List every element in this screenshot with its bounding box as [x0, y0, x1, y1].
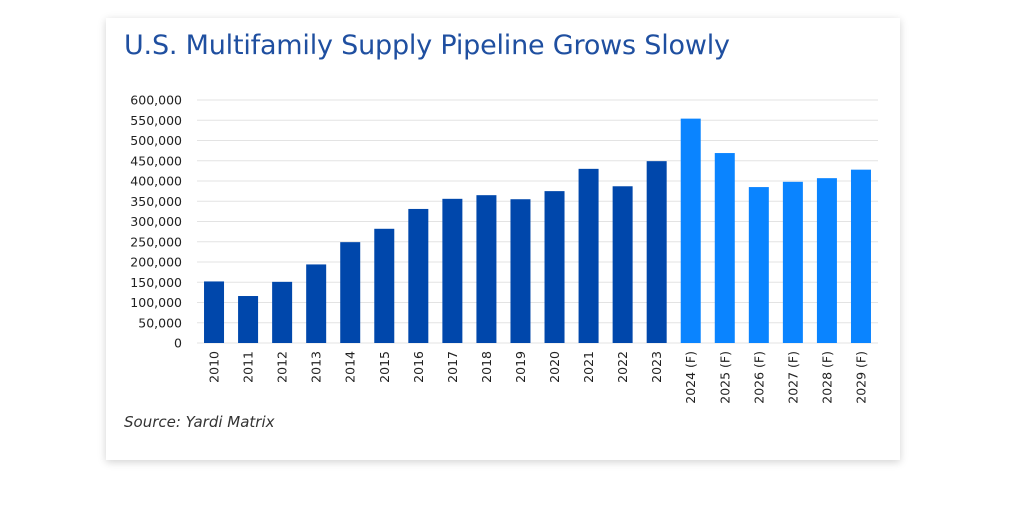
chart-source: Source: Yardi Matrix: [124, 413, 275, 431]
bar-2020: [544, 191, 565, 343]
x-tick-label: 2018: [479, 351, 494, 383]
bar-2022: [612, 186, 633, 343]
bar-2021: [578, 168, 599, 343]
y-tick-label: 150,000: [130, 275, 182, 290]
x-tick-label: 2012: [275, 351, 290, 383]
x-tick-label: 2021: [581, 351, 596, 383]
bar-2017: [442, 198, 463, 343]
x-tick-label: 2019: [513, 351, 528, 383]
y-tick-label: 450,000: [130, 153, 182, 168]
x-tick-label: 2011: [241, 351, 256, 383]
bar-2027-F: [782, 181, 803, 343]
bar-2026-F: [748, 187, 769, 343]
x-tick-label: 2023: [649, 351, 664, 383]
y-tick-label: 600,000: [130, 93, 182, 108]
bar-2024-F: [680, 118, 701, 343]
bar-2011: [238, 296, 259, 343]
x-tick-label: 2013: [309, 351, 324, 383]
y-tick-label: 250,000: [130, 234, 182, 249]
y-tick-label: 550,000: [130, 113, 182, 128]
y-tick-label: 500,000: [130, 133, 182, 148]
bar-2028-F: [816, 178, 837, 343]
x-tick-label: 2010: [207, 351, 222, 383]
x-tick-label: 2014: [343, 351, 358, 383]
x-tick-label: 2029 (F): [853, 351, 868, 404]
y-tick-label: 100,000: [130, 295, 182, 310]
bar-2010: [204, 281, 225, 343]
x-tick-label: 2022: [615, 351, 630, 383]
x-tick-label: 2025 (F): [717, 351, 732, 404]
bar-2023: [646, 161, 667, 343]
bar-2013: [306, 264, 327, 343]
x-tick-label: 2024 (F): [683, 351, 698, 404]
bar-2015: [374, 228, 395, 343]
bar-2025-F: [714, 153, 735, 343]
y-tick-label: 300,000: [130, 214, 182, 229]
bar-2019: [510, 199, 531, 343]
y-tick-label: 200,000: [130, 255, 182, 270]
bar-2029-F: [850, 169, 871, 343]
y-tick-label: 50,000: [138, 315, 182, 330]
x-tick-label: 2016: [411, 351, 426, 383]
x-tick-label: 2026 (F): [751, 351, 766, 404]
bar-2014: [340, 242, 361, 343]
bar-2018: [476, 195, 497, 343]
bar-2016: [408, 208, 429, 343]
x-tick-label: 2027 (F): [785, 351, 800, 404]
x-tick-label: 2017: [445, 351, 460, 383]
chart-title: U.S. Multifamily Supply Pipeline Grows S…: [124, 30, 730, 61]
x-tick-label: 2020: [547, 351, 562, 383]
y-tick-label: 400,000: [130, 174, 182, 189]
y-tick-label: 350,000: [130, 194, 182, 209]
x-tick-label: 2015: [377, 351, 392, 383]
x-tick-label: 2028 (F): [819, 351, 834, 404]
bar-2012: [272, 281, 293, 343]
y-tick-label: 0: [174, 336, 182, 351]
